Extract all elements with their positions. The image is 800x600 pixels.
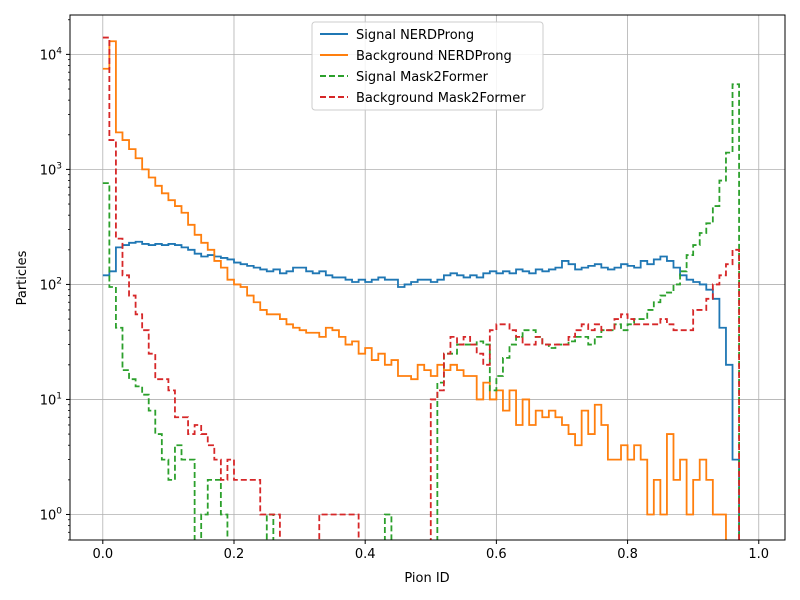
legend-label-signal-nerdprong: Signal NERDProng (356, 28, 474, 43)
legend-label-background-mask2former: Background Mask2Former (356, 91, 526, 106)
y-tick-label: 100 (40, 506, 63, 523)
x-axis-label: Pion ID (404, 571, 449, 586)
x-tick-label: 0.6 (486, 547, 507, 562)
x-tick-label: 0.8 (617, 547, 638, 562)
y-tick-label: 101 (40, 391, 62, 408)
x-tick-label: 1.0 (748, 547, 769, 562)
x-tick-label: 0.4 (355, 547, 376, 562)
y-tick-label: 103 (40, 161, 62, 178)
legend-label-background-nerdprong: Background NERDProng (356, 49, 512, 64)
axis-ticks: 0.0 0.2 0.4 0.6 0.8 1.0 100 101 102 103 104 (40, 19, 769, 562)
x-tick-label: 0.2 (224, 547, 245, 562)
y-tick-label: 104 (40, 46, 63, 63)
legend-label-signal-mask2former: Signal Mask2Former (356, 70, 489, 85)
series-layer (102, 36, 740, 540)
legend: Signal NERDProng Background NERDProng Si… (311, 21, 544, 111)
plot-frame (69, 14, 786, 541)
legend-box (311, 21, 544, 111)
x-tick-label: 0.0 (92, 547, 113, 562)
y-tick-label: 102 (40, 276, 62, 293)
y-axis-label: Particles (15, 250, 30, 305)
series-signal-nerdprong (102, 240, 740, 540)
series-background-mask2former (102, 36, 740, 540)
series-background-nerdprong (102, 40, 734, 540)
